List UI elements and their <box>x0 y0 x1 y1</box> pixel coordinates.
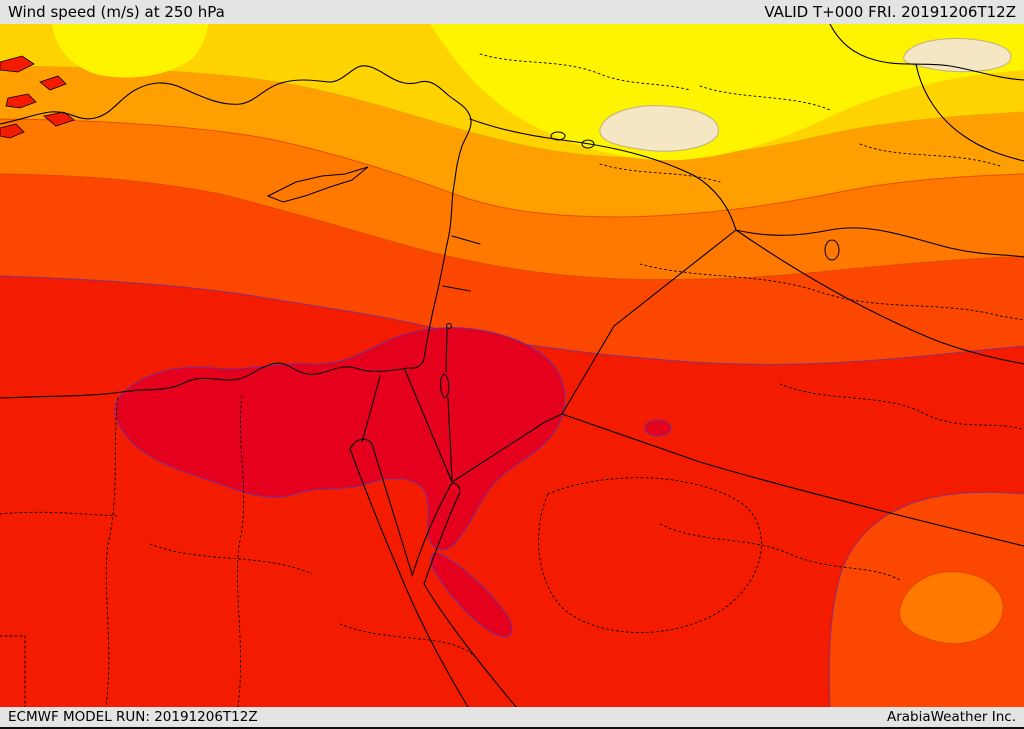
border-jordan-saudi <box>451 325 615 483</box>
band-cream-topright <box>903 38 1012 73</box>
admin-boundaries-dotted <box>0 53 1024 707</box>
valid-time-label: VALID T+000 FRI. 20191206T12Z <box>764 3 1016 21</box>
gulf-of-aqaba-head <box>449 482 461 491</box>
red-sea-west-coast <box>397 568 469 707</box>
island-shape <box>43 111 75 127</box>
red-sea-east-coast <box>423 583 517 707</box>
brand-label: ArabiaWeather Inc. <box>886 709 1016 725</box>
footer-bar: ECMWF MODEL RUN: 20191206T12Z ArabiaWeat… <box>0 707 1024 729</box>
island-shape <box>39 75 67 91</box>
border-turkey-iraq <box>735 227 1024 258</box>
gulf-of-aqaba-east-shore <box>423 491 461 585</box>
contour-bottomright <box>828 491 1024 707</box>
border-syria-iraq <box>735 229 1024 365</box>
mediterranean-coastline <box>0 65 472 399</box>
band-dark-red-redsea <box>430 552 513 637</box>
island-shape <box>0 123 25 139</box>
cyprus-island <box>266 166 369 203</box>
contour-orangered-orange <box>0 173 1024 281</box>
gulf-of-suez-east-shore <box>371 443 413 575</box>
island-shape <box>0 55 35 73</box>
border-jordan-iraq <box>613 229 737 327</box>
weather-map <box>0 24 1024 707</box>
gulf-of-suez-head <box>349 438 373 450</box>
border-lebanon-syria <box>451 235 481 245</box>
turkish-lake-2 <box>581 139 595 149</box>
header-bar: Wind speed (m/s) at 250 hPa VALID T+000 … <box>0 0 1024 24</box>
model-run-label: ECMWF MODEL RUN: 20191206T12Z <box>8 709 258 725</box>
band-dark-red-dot <box>644 419 672 437</box>
island-shape <box>5 93 37 109</box>
sea-of-galilee <box>446 323 452 329</box>
band-yellow-topleft <box>52 24 208 78</box>
band-cream-center <box>599 105 719 152</box>
border-turkey-iran <box>915 63 1024 162</box>
contour-orange-lightorange <box>0 118 1024 218</box>
dead-sea <box>440 373 450 398</box>
band-yellow-center <box>430 24 1024 161</box>
border-turkey-syria <box>469 118 737 231</box>
border-israel-lebanon <box>442 285 471 292</box>
gulf-of-suez-west-shore <box>349 448 399 570</box>
suez-canal <box>361 375 381 443</box>
border-saudi-iraq <box>561 413 1024 547</box>
contour-lightorange-gold <box>0 65 1024 159</box>
iraq-lake <box>824 239 840 261</box>
band-orange-bottomright-core <box>899 571 1004 645</box>
islands-topleft <box>0 55 75 139</box>
border-turkey-northeast <box>829 24 1024 81</box>
gulf-of-aqaba-west-shore <box>411 485 451 577</box>
map-title: Wind speed (m/s) at 250 hPa <box>8 3 225 21</box>
border-jordan-valley <box>445 328 453 481</box>
band-dark-red-main <box>114 327 566 551</box>
border-egypt-israel <box>404 369 453 483</box>
wind-speed-map-canvas <box>0 24 1024 707</box>
turkish-lake-1 <box>550 131 566 141</box>
